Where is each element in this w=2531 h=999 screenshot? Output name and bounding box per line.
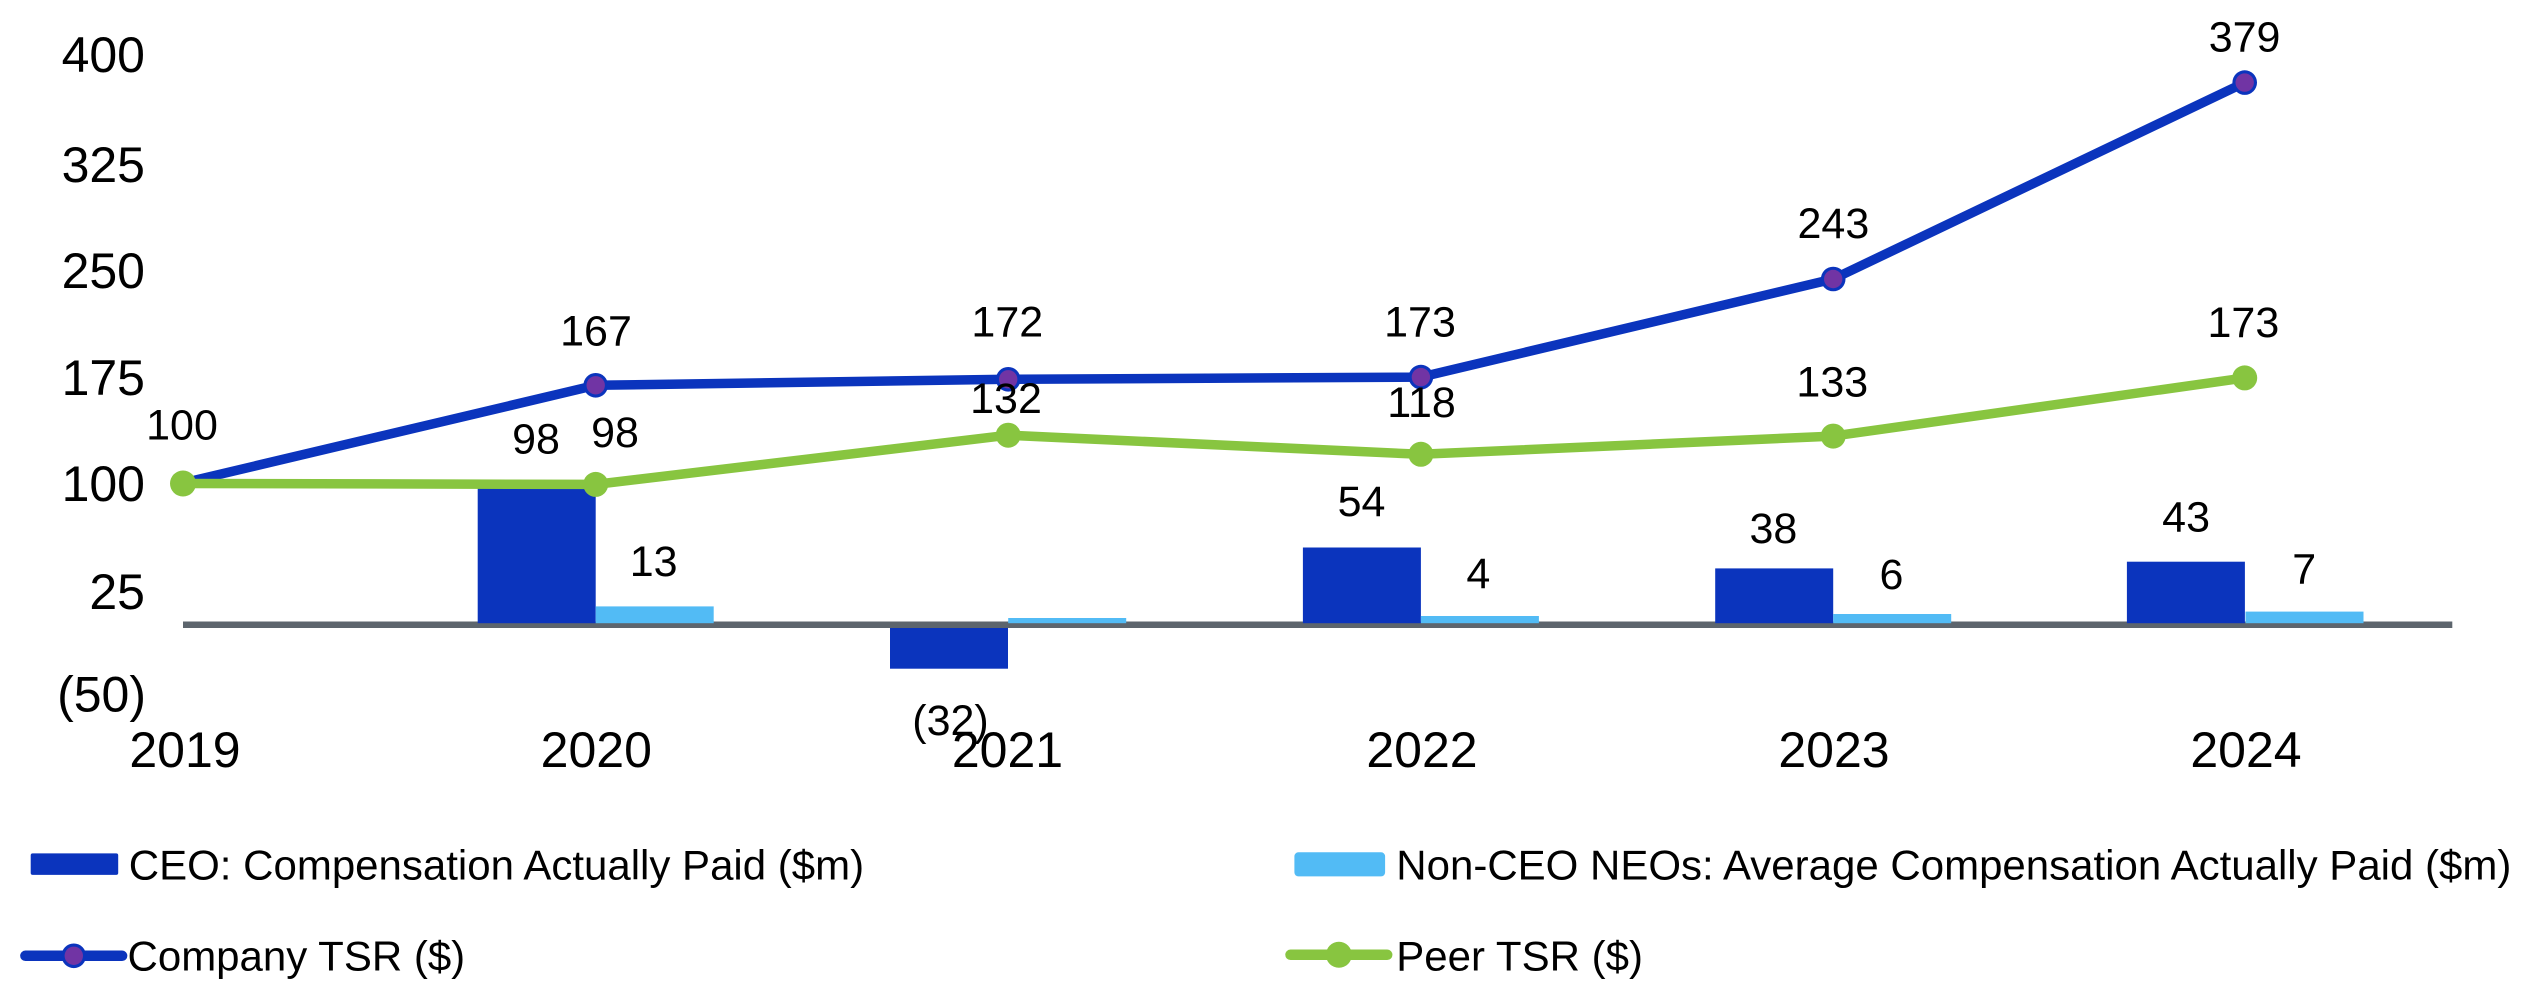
svg-text:43: 43 [2162, 494, 2210, 542]
svg-text:243: 243 [1798, 200, 1870, 248]
svg-text:54: 54 [1338, 478, 1386, 526]
svg-text:133: 133 [1796, 359, 1868, 407]
svg-text:175: 175 [62, 350, 145, 406]
svg-text:173: 173 [1384, 299, 1456, 347]
svg-text:173: 173 [2208, 299, 2280, 347]
svg-text:13: 13 [630, 538, 678, 586]
svg-text:Company TSR ($): Company TSR ($) [128, 933, 466, 980]
svg-text:100: 100 [62, 456, 145, 512]
svg-text:2020: 2020 [541, 722, 652, 778]
svg-text:2023: 2023 [1778, 722, 1889, 778]
svg-text:98: 98 [591, 409, 639, 457]
svg-text:Peer TSR ($): Peer TSR ($) [1396, 933, 1643, 980]
svg-text:2022: 2022 [1366, 722, 1477, 778]
svg-text:7: 7 [2292, 546, 2316, 594]
svg-text:6: 6 [1880, 551, 1904, 599]
svg-text:(32): (32) [912, 697, 988, 745]
svg-text:100: 100 [146, 401, 218, 449]
svg-text:118: 118 [1387, 379, 1456, 427]
svg-text:400: 400 [62, 27, 145, 83]
svg-text:250: 250 [62, 243, 145, 299]
svg-text:2019: 2019 [129, 722, 240, 778]
svg-text:379: 379 [2209, 14, 2281, 62]
svg-text:25: 25 [89, 564, 145, 620]
svg-text:325: 325 [62, 137, 145, 193]
svg-text:38: 38 [1749, 505, 1797, 553]
svg-text:(50): (50) [57, 667, 146, 723]
svg-text:4: 4 [1466, 550, 1490, 598]
svg-text:167: 167 [560, 307, 632, 355]
svg-text:Non-CEO NEOs: Average Compensa: Non-CEO NEOs: Average Compensation Actua… [1396, 841, 2511, 888]
svg-text:CEO: Compensation Actually Pai: CEO: Compensation Actually Paid ($m) [129, 842, 864, 889]
svg-text:172: 172 [971, 298, 1043, 346]
svg-text:132: 132 [970, 375, 1042, 423]
svg-text:98: 98 [512, 416, 560, 464]
svg-text:2021: 2021 [952, 722, 1063, 778]
svg-text:2024: 2024 [2190, 722, 2301, 778]
